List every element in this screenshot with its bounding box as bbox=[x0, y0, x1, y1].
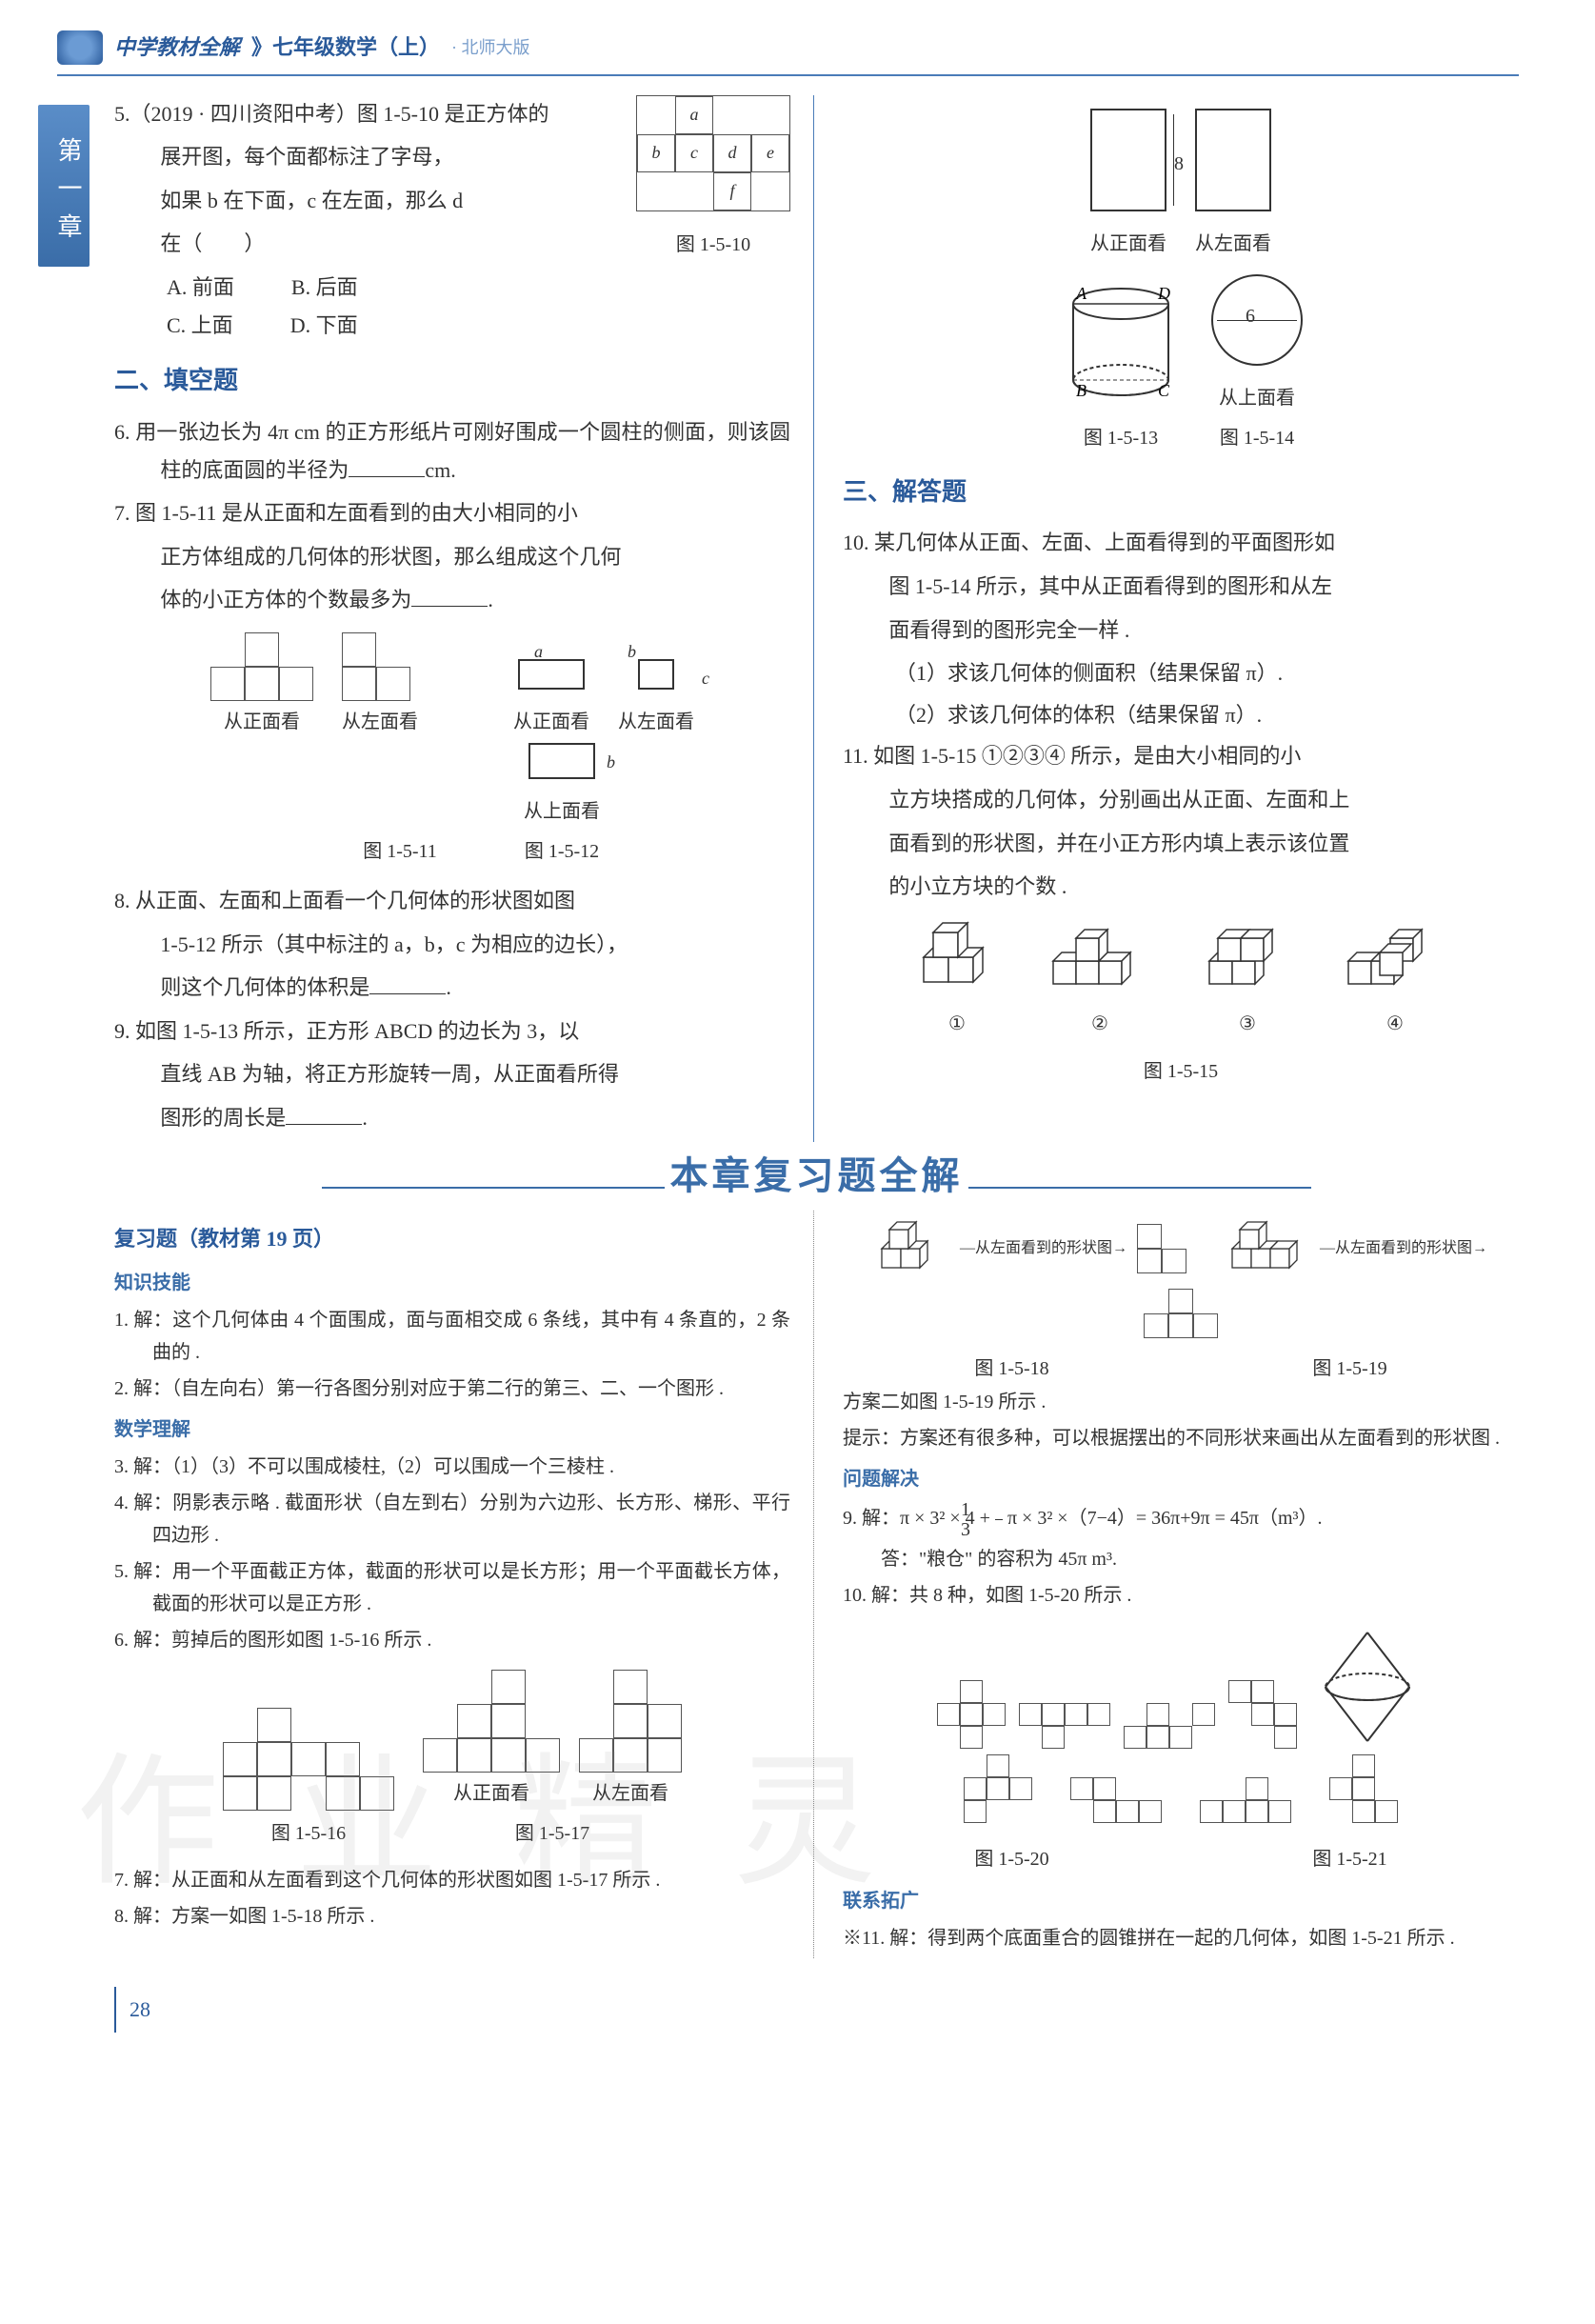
ans-6: 6. 解：剪掉后的图形如图 1-5-16 所示 . bbox=[114, 1624, 790, 1656]
fig-front-rect: 8 从正面看 bbox=[1090, 109, 1166, 261]
page-number: 28 bbox=[114, 1987, 150, 2033]
review-source: 复习题（教材第 19 页） bbox=[114, 1220, 790, 1258]
q8-l3: 则这个几何体的体积是. bbox=[114, 969, 790, 1007]
q11-l2: 立方块搭成的几何体，分别画出从正面、左面和上 bbox=[843, 781, 1519, 819]
section-3-heading: 三、解答题 bbox=[843, 471, 1519, 515]
q5-line1: 5.（2019 · 四川资阳中考）图 1-5-10 是正方体的 bbox=[114, 95, 625, 133]
q6: 6. 用一张边长为 4π cm 的正方形纸片可刚好围成一个圆柱的侧面，则该圆柱的… bbox=[114, 413, 790, 489]
series-title: 中学教材全解 bbox=[114, 29, 240, 67]
section-2-heading: 二、填空题 bbox=[114, 359, 790, 404]
ans-3: 3. 解：（1）（3）不可以围成棱柱,（2）可以围成一个三棱柱 . bbox=[114, 1451, 790, 1483]
review-skill-heading: 知识技能 bbox=[114, 1266, 790, 1300]
bicone-icon bbox=[1310, 1625, 1425, 1749]
q9-l3: 图形的周长是. bbox=[114, 1099, 790, 1137]
plan-2: 方案二如图 1-5-19 所示 . bbox=[843, 1386, 1519, 1418]
q11-l1: 11. 如图 1-5-15 ①②③④ 所示，是由大小相同的小 bbox=[843, 737, 1519, 775]
q7-l2: 正方体组成的几何体的形状图，那么组成这个几何 bbox=[114, 538, 790, 576]
fig-1-5-15: ① ② bbox=[843, 919, 1519, 1041]
q5-opt-d: D. 下面 bbox=[290, 307, 358, 345]
svg-text:C: C bbox=[1158, 381, 1170, 400]
ans-8: 8. 解：方案一如图 1-5-18 所示 . bbox=[114, 1900, 790, 1933]
ans-4: 4. 解：阴影表示略 . 截面形状（自左到右）分别为六边形、长方形、梯形、平行四… bbox=[114, 1487, 790, 1552]
q5-opt-b: B. 后面 bbox=[291, 269, 358, 307]
review-left-column: 复习题（教材第 19 页） 知识技能 1. 解：这个几何体由 4 个面围成，面与… bbox=[114, 1211, 814, 1958]
ans-1: 1. 解：这个几何体由 4 个面围成，面与面相交成 6 条线，其中有 4 条直的… bbox=[114, 1304, 790, 1369]
q9-l2: 直线 AB 为轴，将正方形旋转一周，从正面看所得 bbox=[114, 1055, 790, 1093]
header-logo-icon bbox=[57, 30, 103, 65]
q9-l1: 9. 如图 1-5-13 所示，正方形 ABCD 的边长为 3，以 bbox=[114, 1012, 790, 1051]
q10-l1: 10. 某几何体从正面、左面、上面看得到的平面图形如 bbox=[843, 524, 1519, 562]
q5-line2: 展开图，每个面都标注了字母， bbox=[114, 138, 625, 176]
fig-1-5-18-19: —从左面看到的形状图→ —从左面看到的形状图→ bbox=[843, 1218, 1519, 1338]
q10-l3: 面看得到的图形完全一样 . bbox=[843, 611, 1519, 650]
svg-text:D: D bbox=[1157, 284, 1170, 303]
ans-10: 10. 解：共 8 种，如图 1-5-20 所示 . bbox=[843, 1579, 1519, 1612]
edition-label: · 北师大版 bbox=[451, 32, 530, 63]
ans-2: 2. 解：（自左向右）第一行各图分别对应于第二行的第三、二、一个图形 . bbox=[114, 1372, 790, 1405]
fig-1-5-20-21 bbox=[843, 1625, 1519, 1749]
q5-line3: 如果 b 在下面，c 在左面，那么 d bbox=[114, 182, 625, 220]
q10-s1: （1）求该几何体的侧面积（结果保留 π）. bbox=[843, 654, 1519, 692]
upper-left-column: 5.（2019 · 四川资阳中考）图 1-5-10 是正方体的 展开图，每个面都… bbox=[114, 95, 814, 1143]
upper-right-column: 8 从正面看 从左面看 bbox=[843, 95, 1519, 1143]
review-content: 复习题（教材第 19 页） 知识技能 1. 解：这个几何体由 4 个面围成，面与… bbox=[114, 1211, 1519, 1958]
svg-text:A: A bbox=[1075, 284, 1087, 303]
q8-l1: 8. 从正面、左面和上面看一个几何体的形状图如图 bbox=[114, 882, 790, 920]
ans-7: 7. 解：从正面和从左面看到这个几何体的形状图如图 1-5-17 所示 . bbox=[114, 1864, 790, 1896]
q5-opt-a: A. 前面 bbox=[167, 269, 234, 307]
ans-9-answer: 答："粮仓" 的容积为 45π m³. bbox=[843, 1543, 1519, 1575]
book-title: 》七年级数学（上） bbox=[251, 29, 440, 67]
q7-l1: 7. 图 1-5-11 是从正面和左面看到的由大小相同的小 bbox=[114, 494, 790, 532]
svg-text:B: B bbox=[1076, 381, 1087, 400]
review-title: 本章复习题全解 bbox=[670, 1155, 964, 1197]
q11-l3: 面看到的形状图，并在小正方形内填上表示该位置 bbox=[843, 825, 1519, 863]
ans-9: 9. 解：π × 3² × 4 + 13 π × 3² ×（7−4）= 36π+… bbox=[843, 1500, 1519, 1539]
page-header: 中学教材全解 》七年级数学（上） · 北师大版 bbox=[57, 29, 1519, 76]
q5-line4: 在（ ） bbox=[114, 225, 625, 263]
review-math-heading: 数学理解 bbox=[114, 1412, 790, 1447]
fig-1-5-13: A D B C 图 1-5-13 bbox=[1059, 280, 1183, 455]
fig-1-5-16-17: 图 1-5-16 从正面看 bbox=[114, 1670, 790, 1851]
extension-heading: 联系拓广 bbox=[843, 1884, 1519, 1918]
q5-opt-c: C. 上面 bbox=[167, 307, 233, 345]
chapter-tab: 第一章 bbox=[38, 105, 90, 267]
problem-solve-heading: 问题解决 bbox=[843, 1462, 1519, 1496]
fig-left-rect: 从左面看 bbox=[1195, 109, 1271, 261]
fig-1-5-10: a b c d e f bbox=[636, 95, 790, 262]
ans-11: ※11. 解：得到两个底面重合的圆锥拼在一起的几何体，如图 1-5-21 所示 … bbox=[843, 1922, 1519, 1954]
q10-l2: 图 1-5-14 所示，其中从正面看得到的图形和从左 bbox=[843, 568, 1519, 606]
q10-s2: （2）求该几何体的体积（结果保留 π）. bbox=[843, 696, 1519, 734]
q8-l2: 1-5-12 所示（其中标注的 a，b，c 为相应的边长）， bbox=[114, 926, 790, 964]
fig-top-circle: 6 从上面看 图 1-5-14 bbox=[1211, 274, 1303, 455]
q7-l3: 体的小正方体的个数最多为. bbox=[114, 581, 790, 619]
fig-1-5-11-12: 从正面看 从左面看 a 从正面看 bbox=[114, 632, 790, 739]
q11-l4: 的小立方块的个数 . bbox=[843, 868, 1519, 906]
review-right-column: —从左面看到的形状图→ —从左面看到的形状图→ bbox=[843, 1211, 1519, 1958]
hint: 提示：方案还有很多种，可以根据摆出的不同形状来画出从左面看到的形状图 . bbox=[843, 1422, 1519, 1454]
upper-content: 5.（2019 · 四川资阳中考）图 1-5-10 是正方体的 展开图，每个面都… bbox=[114, 95, 1519, 1143]
ans-5: 5. 解：用一个平面截正方体，截面的形状可以是长方形；用一个平面截长方体，截面的… bbox=[114, 1555, 790, 1620]
